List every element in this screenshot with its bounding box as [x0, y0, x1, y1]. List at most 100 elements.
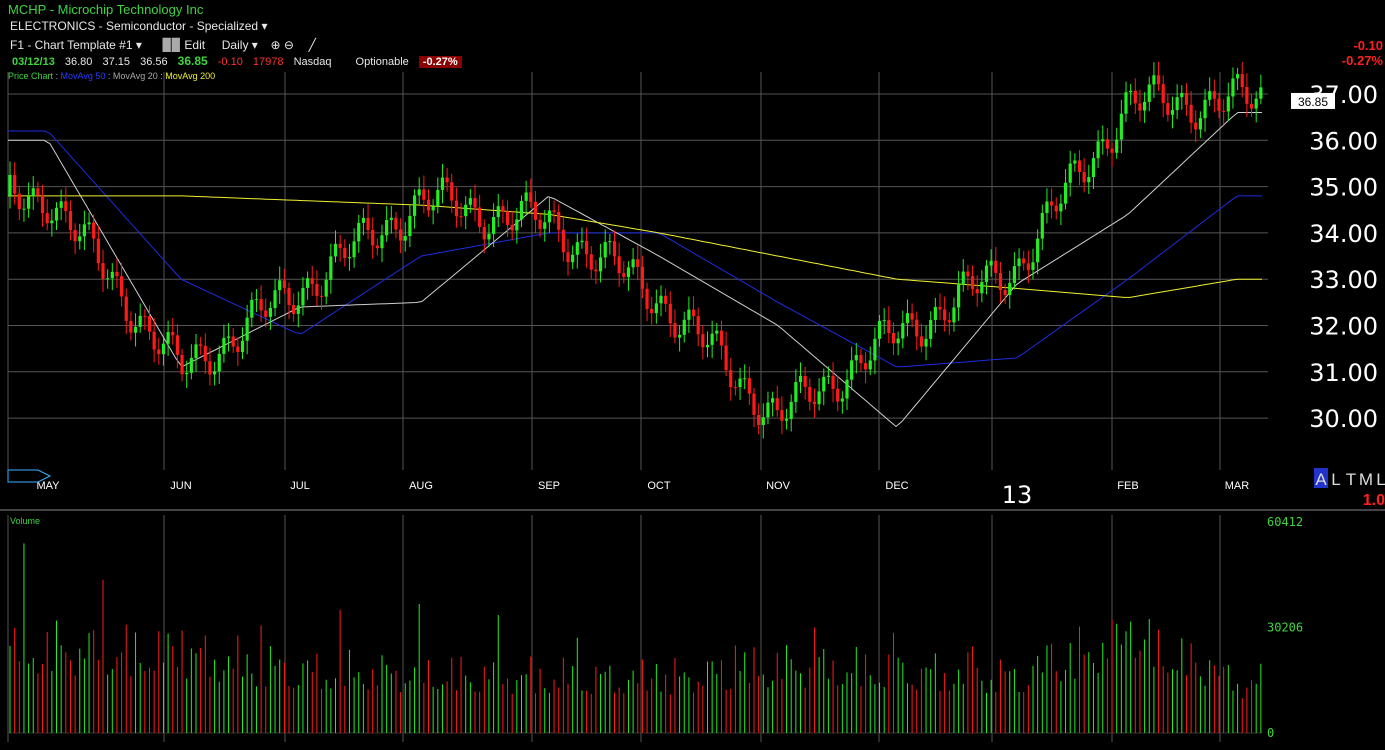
candle-body — [580, 240, 584, 243]
template-dropdown[interactable]: F1 - Chart Template #1 ▾ — [10, 38, 142, 53]
candle-body — [157, 349, 161, 355]
y-tick-label: 30.00 — [1309, 405, 1378, 433]
legend-ma50[interactable]: MovAvg 50 — [60, 71, 106, 81]
candle-body — [273, 290, 277, 308]
right-change: -0.10 — [1353, 38, 1383, 53]
ma20-line — [8, 112, 1262, 428]
legend-ma200[interactable]: MovAvg 200 — [165, 71, 216, 81]
candle-body — [115, 271, 119, 277]
candle-body — [943, 309, 947, 321]
candle-body — [1170, 110, 1175, 115]
candle-body — [352, 241, 356, 258]
legend-price[interactable]: Price Chart — [8, 71, 54, 81]
right-change-readout: -0.10 -0.27% — [1342, 38, 1383, 68]
candle-body — [422, 189, 426, 200]
candle-body — [64, 201, 68, 212]
candle-body — [766, 402, 770, 418]
candle-body — [924, 338, 928, 347]
candle-body — [343, 247, 347, 258]
candle-body — [998, 272, 1003, 291]
candle-body — [752, 393, 756, 415]
candle-body — [594, 269, 598, 272]
candle-body — [933, 306, 937, 320]
candle-body — [478, 207, 482, 228]
candle-body — [1254, 98, 1258, 109]
candle-body — [659, 295, 663, 304]
candle-body — [464, 204, 468, 217]
quote-change: -0.10 — [217, 56, 243, 68]
x-tick-label: DEC — [885, 480, 908, 492]
candle-body — [664, 295, 668, 304]
candle-body — [45, 213, 49, 224]
zoom-in-icon[interactable]: ⊕ — [270, 37, 281, 52]
candle-body — [910, 313, 914, 320]
candle-body — [598, 257, 603, 272]
volume-tick-label: 0 — [1267, 726, 1274, 740]
zoom-out-icon[interactable]: ⊖ — [283, 37, 294, 52]
candle-body — [859, 355, 863, 364]
industry-dropdown[interactable]: ELECTRONICS - Semiconductor - Specialize… — [10, 19, 268, 33]
candle-body — [915, 319, 919, 337]
candle-body — [905, 313, 910, 324]
candle-body — [1115, 139, 1119, 153]
right-panel-letter: L — [1331, 470, 1340, 489]
candle-body — [324, 279, 328, 297]
edit-button[interactable]: Edit — [184, 37, 206, 52]
candle-body — [1082, 171, 1086, 183]
candle-body — [757, 414, 761, 425]
candle-body — [877, 320, 882, 339]
candle-body — [301, 287, 305, 306]
candle-body — [329, 256, 333, 280]
candle-body — [1068, 163, 1072, 183]
candle-body — [1161, 84, 1165, 104]
candle-body — [919, 336, 923, 347]
candle-body — [1249, 103, 1254, 109]
candle-body — [682, 319, 686, 335]
volume-tick-label: 60412 — [1267, 515, 1303, 529]
candle-body — [1166, 103, 1170, 115]
candle-body — [1101, 139, 1105, 142]
candle-body — [896, 338, 900, 344]
candle-body — [333, 243, 338, 257]
candle-body — [701, 334, 705, 348]
company-name: Microchip Technology Inc — [57, 2, 204, 17]
candle-body — [1180, 93, 1184, 98]
candle-body — [440, 177, 445, 190]
candle-body — [650, 308, 654, 314]
right-panel-letter: L — [1376, 470, 1385, 489]
x-tick-label: JUL — [290, 480, 310, 492]
candle-body — [1208, 91, 1212, 100]
legend-ma20[interactable]: MovAvg 20 — [112, 71, 158, 81]
candle-body — [552, 210, 556, 212]
period-dropdown[interactable]: Daily ▾ — [221, 38, 258, 53]
candle-body — [1138, 103, 1142, 111]
ticker: MCHP — [8, 2, 47, 17]
candle-body — [161, 343, 166, 355]
candle-body — [845, 379, 849, 399]
candle-body — [1045, 201, 1049, 214]
candle-body — [761, 417, 765, 425]
candle-body — [529, 192, 533, 202]
candle-body — [678, 334, 682, 338]
candle-body — [691, 309, 696, 317]
candle-body — [426, 199, 431, 211]
candle-body — [282, 280, 286, 288]
candle-body — [808, 386, 812, 402]
chevron-down-icon: ▾ — [135, 38, 142, 53]
candle-body — [901, 323, 905, 339]
candle-body — [496, 206, 500, 218]
candle-body — [533, 201, 538, 220]
candle-body — [501, 206, 505, 212]
candle-body — [468, 198, 472, 205]
candle-body — [547, 210, 551, 223]
candle-body — [631, 259, 635, 268]
candle-body — [612, 241, 617, 257]
candle-body — [966, 271, 970, 277]
bar-chart-icon[interactable]: ▉▉ — [162, 37, 182, 52]
right-panel-bottom: 1.0 — [1363, 492, 1385, 509]
candle-body — [733, 387, 737, 389]
candle-body — [1110, 148, 1114, 153]
candle-body — [385, 220, 389, 236]
draw-line-icon[interactable]: ╱ — [308, 37, 316, 52]
